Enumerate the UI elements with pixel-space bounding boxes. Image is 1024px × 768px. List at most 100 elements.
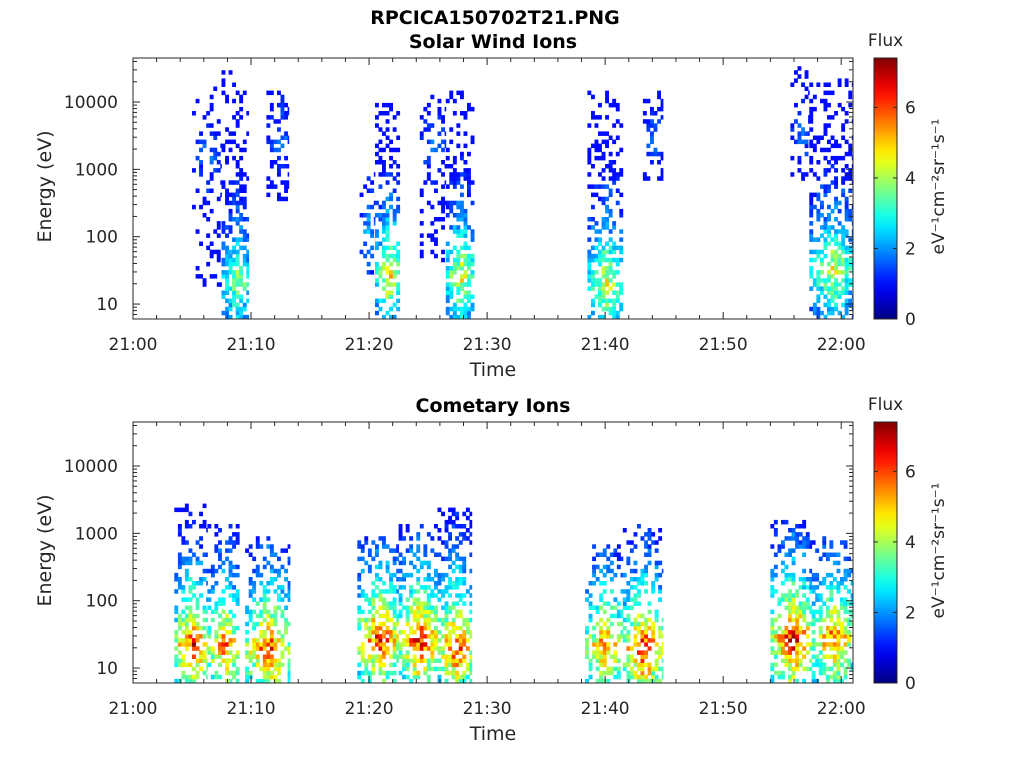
panel-cometary: 21:00 21:10 21:20 21:30 21:40 21:50 22:0010100…	[34, 395, 949, 745]
heatmap-cell	[820, 200, 824, 206]
heatmap-cell	[174, 617, 179, 623]
heatmap-cell	[451, 560, 456, 566]
heatmap-cell	[255, 540, 260, 545]
heatmap-cell	[841, 314, 846, 320]
heatmap-cell	[273, 642, 278, 647]
heatmap-cell	[612, 306, 617, 312]
heatmap-cell	[398, 524, 403, 529]
heatmap-cell	[622, 597, 627, 602]
heatmap-cell	[449, 204, 454, 210]
heatmap-cell	[840, 654, 844, 659]
heatmap-cell	[773, 532, 778, 537]
heatmap-cell	[587, 172, 592, 177]
heatmap-cell	[209, 188, 214, 193]
heatmap-cell	[385, 213, 390, 218]
heatmap-cell	[269, 564, 274, 570]
heatmap-cell	[455, 511, 460, 517]
heatmap-cell	[284, 617, 288, 623]
heatmap-cell	[363, 184, 368, 189]
heatmap-cell	[371, 581, 376, 586]
heatmap-cell	[637, 642, 641, 647]
heatmap-cell	[657, 90, 661, 96]
heatmap-cell	[794, 102, 798, 108]
heatmap-cell	[847, 638, 851, 643]
heatmap-cell	[430, 94, 435, 100]
heatmap-cell	[587, 237, 592, 242]
heatmap-cell	[837, 229, 842, 234]
heatmap-cell	[850, 621, 854, 627]
heatmap-cell	[255, 564, 260, 570]
heatmap-cell	[396, 556, 399, 562]
heatmap-cell	[382, 160, 386, 165]
heatmap-cell	[622, 617, 627, 623]
heatmap-cell	[273, 589, 278, 594]
heatmap-cell	[809, 666, 813, 672]
heatmap-cell	[248, 552, 253, 557]
heatmap-cell	[798, 613, 803, 619]
heatmap-cell	[206, 666, 208, 672]
x-tick-label: 21:30	[463, 335, 512, 355]
heatmap-cell	[412, 658, 417, 663]
heatmap-cell	[777, 625, 782, 631]
heatmap-cell	[601, 249, 606, 255]
heatmap-cell	[608, 168, 613, 173]
heatmap-cell	[843, 625, 848, 631]
heatmap-cell	[437, 552, 442, 557]
heatmap-cell	[444, 106, 447, 112]
heatmap-cell	[640, 666, 645, 672]
heatmap-cell	[469, 593, 473, 598]
heatmap-cell	[434, 605, 438, 610]
heatmap-cell	[269, 577, 274, 582]
heatmap-cell	[184, 630, 189, 635]
heatmap-cell	[832, 609, 837, 615]
heatmap-cell	[646, 98, 651, 104]
heatmap-cell	[644, 650, 648, 655]
heatmap-cell	[451, 630, 456, 635]
heatmap-cell	[392, 548, 397, 553]
heatmap-cell	[239, 184, 244, 189]
heatmap-cell	[836, 581, 841, 586]
heatmap-cell	[396, 286, 401, 291]
heatmap-cell	[232, 593, 236, 598]
heatmap-cell	[815, 658, 820, 663]
heatmap-cell	[647, 528, 652, 533]
heatmap-cell	[836, 617, 841, 623]
heatmap-cell	[232, 638, 236, 643]
heatmap-cell	[805, 605, 810, 610]
heatmap-cell	[398, 552, 403, 557]
heatmap-cell	[232, 290, 236, 295]
heatmap-cell	[650, 111, 654, 116]
heatmap-cell	[654, 572, 659, 578]
heatmap-cell	[602, 670, 607, 676]
heatmap-cell	[801, 82, 805, 87]
heatmap-cell	[816, 306, 821, 312]
heatmap-cell	[266, 609, 271, 615]
heatmap-cell	[184, 556, 189, 562]
heatmap-cell	[458, 662, 463, 668]
heatmap-cell	[269, 184, 274, 189]
heatmap-cell	[801, 127, 805, 132]
heatmap-cell	[423, 658, 428, 663]
heatmap-cell	[192, 519, 196, 525]
heatmap-cell	[653, 147, 658, 153]
heatmap-cell	[467, 151, 471, 157]
heatmap-cell	[812, 94, 817, 100]
heatmap-cell	[228, 593, 233, 598]
heatmap-cell	[790, 123, 795, 128]
heatmap-cell	[629, 654, 634, 659]
heatmap-cell	[235, 111, 240, 116]
heatmap-cell	[587, 274, 592, 279]
heatmap-cell	[396, 290, 401, 295]
heatmap-cell	[602, 581, 607, 586]
heatmap-cell	[246, 253, 250, 259]
heatmap-cell	[620, 613, 624, 619]
heatmap-cell	[644, 630, 648, 635]
heatmap-cell	[277, 572, 281, 578]
heatmap-cell	[781, 642, 785, 647]
heatmap-cell	[844, 233, 849, 238]
heatmap-cell	[784, 654, 789, 659]
heatmap-cell	[837, 282, 842, 287]
heatmap-cell	[287, 585, 291, 590]
heatmap-cell	[832, 630, 837, 635]
y-tick-label: 10000	[64, 93, 118, 113]
